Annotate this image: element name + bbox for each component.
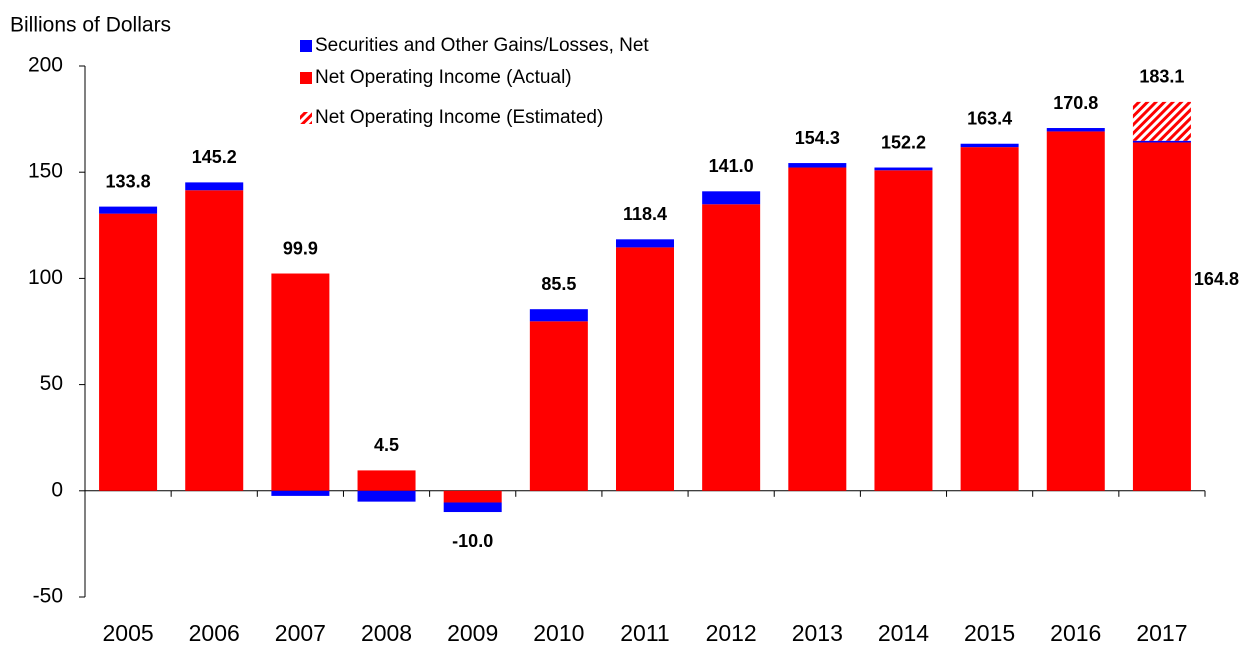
- bar-segment: [702, 204, 761, 491]
- data-label: 145.2: [192, 147, 237, 167]
- bar-segment: [788, 163, 847, 168]
- bar-segment: [1132, 101, 1191, 141]
- y-tick-label: 200: [28, 54, 63, 77]
- x-tick-label: 2009: [447, 620, 498, 646]
- legend-label: Net Operating Income (Actual): [315, 67, 572, 88]
- bar-segment: [529, 321, 588, 491]
- data-label: 163.4: [967, 108, 1012, 128]
- data-label: 118.4: [623, 204, 667, 224]
- bar-segment: [788, 167, 847, 491]
- bar-segment: [185, 182, 244, 191]
- y-tick-label: 0: [51, 478, 63, 501]
- data-label: 99.9: [283, 238, 318, 258]
- y-tick-label: 100: [28, 266, 63, 289]
- bar-segment: [616, 239, 674, 248]
- x-tick-label: 2005: [102, 620, 153, 646]
- x-tick-label: 2006: [189, 620, 240, 646]
- data-label: 133.8: [106, 171, 151, 191]
- bar-segment: [702, 191, 761, 205]
- x-tick-label: 2015: [964, 620, 1015, 646]
- bar-segment: [357, 470, 416, 491]
- bar-segment: [271, 273, 330, 491]
- x-tick-label: 2007: [275, 620, 326, 646]
- bar-segment: [1132, 140, 1191, 143]
- data-label: 85.5: [541, 274, 576, 294]
- data-label: 170.8: [1053, 93, 1098, 113]
- bar-segment: [1046, 131, 1105, 491]
- legend-swatch: [300, 72, 312, 84]
- bar-segment: [443, 502, 502, 513]
- x-tick-label: 2014: [878, 620, 929, 646]
- y-tick-label: 150: [28, 160, 63, 183]
- x-tick-label: 2013: [792, 620, 843, 646]
- bar-segment: [616, 247, 674, 491]
- x-tick-label: 2017: [1136, 620, 1187, 646]
- data-label: 152.2: [881, 132, 926, 152]
- bar-segment: [529, 309, 588, 322]
- bar-segment: [443, 490, 502, 503]
- y-axis-label: Billions of Dollars: [10, 14, 171, 37]
- bar-segment: [874, 170, 933, 491]
- x-tick-label: 2016: [1050, 620, 1101, 646]
- bar-segment: [874, 167, 933, 171]
- data-label: 4.5: [374, 435, 399, 455]
- y-tick-label: -50: [33, 585, 63, 608]
- data-label: 183.1: [1139, 67, 1184, 87]
- data-label: 154.3: [795, 128, 840, 148]
- y-tick-label: 50: [40, 372, 63, 395]
- bar-segment: [1046, 128, 1105, 132]
- legend-label: Securities and Other Gains/Losses, Net: [315, 35, 649, 56]
- annotation: 164.8: [1194, 269, 1239, 289]
- data-label: 141.0: [709, 156, 754, 176]
- x-tick-label: 2010: [533, 620, 584, 646]
- bar-segment: [357, 490, 416, 502]
- bar-segment: [960, 143, 1019, 148]
- legend-swatch: [300, 40, 312, 52]
- bar-segment: [271, 490, 330, 496]
- bar-segment: [1132, 142, 1191, 491]
- bar-segment: [99, 206, 158, 214]
- bar-segment: [185, 190, 244, 491]
- bar-segment: [960, 147, 1019, 491]
- x-tick-label: 2012: [706, 620, 757, 646]
- bar-segment: [99, 213, 158, 491]
- data-label: -10.0: [452, 531, 493, 551]
- x-tick-label: 2008: [361, 620, 412, 646]
- legend-label: Net Operating Income (Estimated): [315, 107, 603, 128]
- x-tick-label: 2011: [620, 620, 669, 646]
- legend-swatch: [300, 112, 312, 124]
